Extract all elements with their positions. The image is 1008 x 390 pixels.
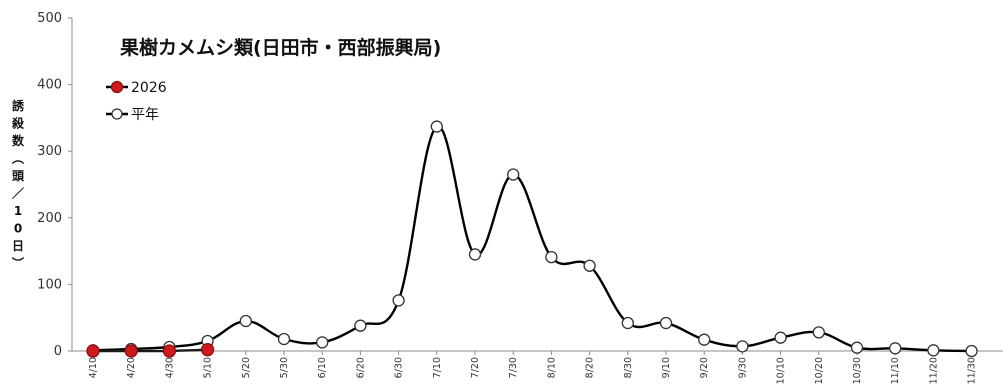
axes bbox=[68, 17, 1003, 355]
y-axis-label-char: 誘 bbox=[12, 98, 25, 113]
legend-marker bbox=[111, 108, 123, 120]
y-tick-label: 300 bbox=[37, 144, 62, 159]
point-normal-year bbox=[507, 168, 520, 181]
x-tick-label: 6/30 bbox=[394, 357, 405, 378]
x-tick-labels: 4/10 4/20 4/30 5/10 5/20 5/30 6/10 6/20 6/30 7/10… bbox=[88, 357, 978, 384]
x-tick-label: 6/20 bbox=[355, 357, 366, 378]
x-tick-label: 4/20 bbox=[126, 357, 137, 378]
point-normal-year bbox=[316, 336, 329, 349]
x-tick-label: 6/10 bbox=[317, 357, 328, 378]
x-tick-label: 5/30 bbox=[279, 357, 290, 378]
point-2026 bbox=[86, 344, 100, 358]
legend-marker bbox=[110, 80, 124, 94]
point-normal-year bbox=[392, 294, 405, 307]
y-tick-label: 400 bbox=[37, 78, 62, 93]
chart-title: 果樹カメムシ類(日田市・西部振興局) bbox=[119, 36, 441, 59]
x-tick-label: 11/10 bbox=[890, 357, 901, 384]
x-tick-label: 10/10 bbox=[776, 357, 787, 384]
x-tick-label: 4/10 bbox=[88, 357, 99, 378]
y-tick-labels: 0 100 200 300 400 500 bbox=[37, 11, 62, 359]
point-normal-year bbox=[430, 120, 443, 133]
point-normal-year bbox=[927, 344, 940, 357]
point-normal-year bbox=[774, 331, 787, 344]
point-normal-year bbox=[277, 332, 291, 346]
point-normal-year bbox=[583, 259, 596, 272]
series-line-2026 bbox=[92, 348, 208, 353]
y-axis-label-char: 1 bbox=[14, 204, 22, 218]
x-tick-label: 9/20 bbox=[699, 357, 710, 378]
y-axis-label-char: 日 bbox=[12, 239, 24, 253]
x-tick-label: 4/30 bbox=[164, 357, 175, 378]
point-normal-year bbox=[659, 316, 673, 330]
point-normal-year bbox=[468, 248, 482, 261]
point-normal-year bbox=[545, 250, 558, 264]
series-lines bbox=[92, 125, 972, 353]
point-normal-year bbox=[354, 319, 367, 332]
x-tick-label: 7/20 bbox=[470, 357, 481, 378]
x-tick-label: 8/30 bbox=[623, 357, 634, 378]
y-axis-label-char: ／ bbox=[12, 186, 24, 201]
y-axis-label-char: ︶ bbox=[11, 256, 25, 271]
x-tick-label: 5/20 bbox=[241, 357, 252, 378]
y-axis-label-char: 頭 bbox=[12, 169, 25, 183]
series-line-normal-year bbox=[92, 125, 972, 353]
x-tick-label: 11/30 bbox=[967, 357, 978, 384]
point-normal-year bbox=[965, 344, 978, 358]
y-axis-label: 誘殺数 ︵ 頭 ／ 1 0 日 ︶ bbox=[11, 98, 25, 271]
legend: 2026 平年 bbox=[106, 80, 167, 123]
x-tick-label: 5/10 bbox=[203, 357, 214, 378]
point-normal-year bbox=[736, 340, 749, 353]
point-2026 bbox=[162, 344, 177, 358]
point-normal-year bbox=[812, 326, 825, 339]
x-tick-label: 11/20 bbox=[928, 357, 939, 384]
y-tick-label: 0 bbox=[54, 344, 62, 359]
y-tick-label: 100 bbox=[37, 277, 62, 292]
y-axis-label-char: 0 bbox=[14, 222, 22, 236]
x-tick-label: 8/20 bbox=[585, 357, 596, 378]
point-2026 bbox=[200, 343, 215, 357]
x-tick-label: 7/30 bbox=[508, 357, 519, 378]
point-normal-year bbox=[850, 341, 864, 354]
series-points bbox=[86, 120, 978, 358]
legend-label: 2026 bbox=[131, 80, 167, 96]
x-tick-label: 8/10 bbox=[546, 357, 557, 378]
point-2026 bbox=[124, 344, 138, 358]
point-normal-year bbox=[239, 314, 252, 328]
y-axis-label-char: ︵ bbox=[11, 152, 25, 166]
x-tick-label: 10/20 bbox=[814, 357, 825, 384]
x-tick-label: 9/10 bbox=[661, 357, 672, 378]
point-normal-year bbox=[621, 316, 634, 330]
y-axis-label-char: 殺 bbox=[11, 116, 25, 131]
y-tick-label: 200 bbox=[37, 211, 62, 226]
x-tick-label: 7/10 bbox=[432, 357, 443, 378]
point-normal-year bbox=[698, 333, 711, 346]
x-tick-label: 10/30 bbox=[852, 357, 863, 384]
point-normal-year bbox=[889, 342, 902, 355]
legend-label: 平年 bbox=[131, 107, 159, 123]
y-axis-label-char: 数 bbox=[12, 133, 25, 148]
x-tick-label: 9/30 bbox=[737, 357, 748, 378]
y-tick-label: 500 bbox=[37, 11, 62, 26]
